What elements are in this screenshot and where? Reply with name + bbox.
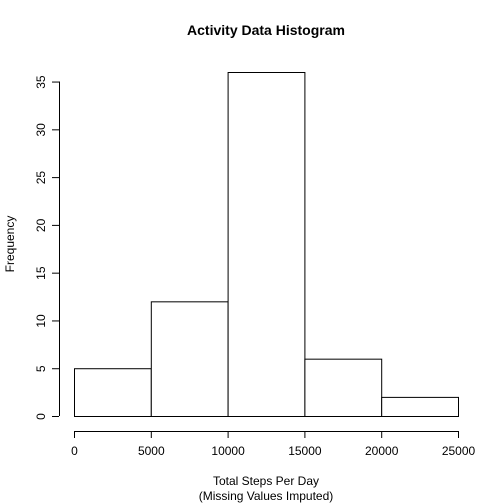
y-tick-label-2: 10 [34,314,48,328]
x-tick-label-5: 25000 [442,444,476,458]
y-axis: 0 5 10 15 20 25 30 35 [34,75,60,420]
histogram-bar-0 [74,368,152,418]
y-axis-label: Frequency [3,216,17,273]
y-tick-label-7: 35 [34,75,48,89]
x-tick-label-4: 20000 [365,444,399,458]
y-tick-label-3: 15 [34,266,48,280]
x-tick-label-2: 10000 [211,444,245,458]
x-tick-label-3: 15000 [288,444,322,458]
histogram-bar-2 [227,72,306,417]
histogram-bar-4 [381,396,460,417]
x-axis: 0 5000 10000 15000 20000 25000 [71,431,476,458]
x-axis-label-secondary: (Missing Values Imputed) [199,489,334,503]
y-tick-label-1: 5 [34,365,48,372]
histogram-bar-3 [304,358,383,417]
chart-title: Activity Data Histogram [187,22,345,38]
x-axis-label: Total Steps Per Day [213,474,319,488]
histogram-bar-1 [150,301,229,418]
y-tick-label-0: 0 [34,413,48,420]
y-tick-label-4: 20 [34,218,48,232]
x-tick-label-1: 5000 [138,444,165,458]
y-tick-label-5: 25 [34,171,48,185]
x-tick-label-0: 0 [71,444,78,458]
bars-group [74,72,460,418]
y-tick-label-6: 30 [34,123,48,137]
